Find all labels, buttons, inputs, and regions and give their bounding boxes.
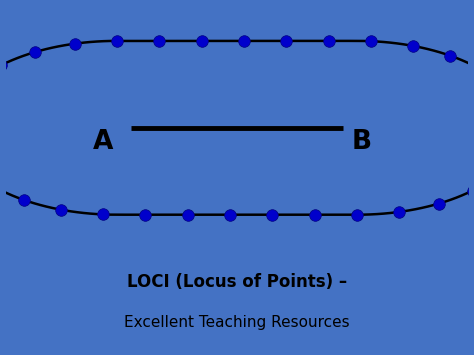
Text: A: A (92, 129, 113, 155)
Point (57, 207, 65, 213)
Point (367, 38, 375, 44)
Point (113, 38, 120, 44)
Point (0, 62, 5, 68)
Text: Excellent Teaching Resources: Excellent Teaching Resources (124, 315, 350, 330)
Point (409, 43, 417, 49)
Point (99, 212, 107, 217)
Point (269, 212, 276, 218)
Point (435, 201, 442, 207)
Text: LOCI (Locus of Points) –: LOCI (Locus of Points) – (127, 273, 347, 291)
Point (155, 38, 163, 44)
Point (469, 188, 474, 193)
Point (71, 41, 79, 47)
Point (226, 212, 234, 218)
Point (311, 212, 319, 218)
Point (141, 212, 149, 218)
Point (198, 38, 205, 44)
Point (184, 212, 191, 218)
Point (20, 197, 27, 203)
Point (32, 49, 39, 55)
Point (325, 38, 333, 44)
Point (354, 212, 361, 218)
Text: B: B (352, 129, 372, 155)
Point (447, 53, 454, 59)
Point (395, 209, 403, 215)
Point (240, 38, 248, 44)
Point (283, 38, 290, 44)
